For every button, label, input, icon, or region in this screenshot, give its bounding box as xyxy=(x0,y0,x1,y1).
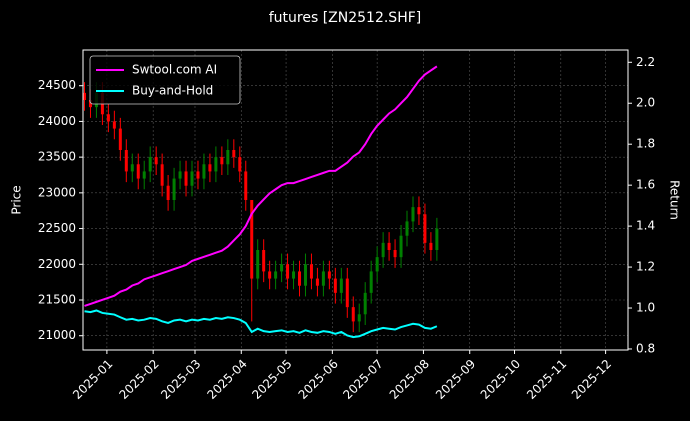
y-tick-label: 22500 xyxy=(38,221,76,235)
y-tick-label: 21000 xyxy=(38,328,76,342)
candle-body xyxy=(393,250,397,258)
y-tick-label: 21500 xyxy=(38,293,76,307)
candle-body xyxy=(429,242,433,250)
candle-body xyxy=(88,100,92,108)
candle-body xyxy=(226,150,230,165)
y2-tick-label: 1.8 xyxy=(636,137,655,151)
x-tick-label: 2025-12 xyxy=(569,357,614,402)
candle-body xyxy=(423,214,427,243)
y2-tick-label: 1.4 xyxy=(636,219,655,233)
x-tick-label: 2025-11 xyxy=(524,357,569,402)
x-tick-label: 2025-03 xyxy=(158,357,203,402)
y2-axis-label: Return xyxy=(668,180,682,220)
candle-body xyxy=(339,278,343,293)
candle-body xyxy=(232,150,236,158)
series-line xyxy=(84,65,438,307)
candle-body xyxy=(202,164,206,179)
candle-body xyxy=(250,200,254,279)
y-tick-label: 23000 xyxy=(38,185,76,199)
candle-body xyxy=(315,278,319,286)
candle-body xyxy=(381,242,385,258)
candle-body xyxy=(417,207,421,215)
legend-box xyxy=(89,55,241,105)
candle-body xyxy=(298,271,302,286)
x-tick-label: 2025-04 xyxy=(205,357,250,402)
candle-body xyxy=(411,207,415,222)
candle-body xyxy=(118,128,122,150)
x-tick-label: 2025-05 xyxy=(249,357,294,402)
candle-body xyxy=(112,121,116,129)
candle-body xyxy=(208,164,212,172)
candle-body xyxy=(196,171,200,179)
y2-tick-label: 2.2 xyxy=(636,55,655,69)
candle-body xyxy=(333,278,337,293)
candle-body xyxy=(309,264,313,279)
candle-body xyxy=(172,178,176,200)
candle-body xyxy=(369,271,373,293)
candle-body xyxy=(220,157,224,165)
legend-label: Buy-and-Hold xyxy=(132,84,213,98)
candle-body xyxy=(292,271,296,279)
x-tick-label: 2025-01 xyxy=(70,357,115,402)
candle-body xyxy=(387,242,391,250)
plot-frame xyxy=(82,49,629,351)
y2-tick-label: 2.0 xyxy=(636,96,655,110)
x-tick-label: 2025-06 xyxy=(296,357,341,402)
candle-body xyxy=(399,235,403,258)
candle-body xyxy=(130,164,134,172)
candle-body xyxy=(142,171,146,179)
x-tick-label: 2025-08 xyxy=(387,357,432,402)
candle-body xyxy=(154,157,158,165)
candle-body xyxy=(178,171,182,179)
candle-body xyxy=(405,221,409,236)
y-tick-label: 24000 xyxy=(38,114,76,128)
candle-body xyxy=(268,271,272,279)
candle-body xyxy=(321,271,325,286)
candle-body xyxy=(363,292,367,315)
candle-body xyxy=(345,278,349,308)
y2-tick-label: 1.0 xyxy=(636,301,655,315)
y2-tick-label: 1.2 xyxy=(636,260,655,274)
candle-body xyxy=(124,150,128,172)
x-tick-label: 2025-07 xyxy=(340,357,385,402)
y2-tick-label: 0.8 xyxy=(636,341,655,355)
x-tick-label: 2025-02 xyxy=(116,357,161,402)
candle-body xyxy=(160,164,164,186)
series-line xyxy=(84,309,438,339)
candle-body xyxy=(190,171,194,186)
candle-body xyxy=(82,92,86,100)
y-tick-label: 24500 xyxy=(38,78,76,92)
legend-label: Swtool.com AI xyxy=(132,63,217,77)
candle-body xyxy=(274,271,278,279)
candle-body xyxy=(435,228,439,250)
candle-body xyxy=(136,164,140,179)
candle-body xyxy=(238,157,242,172)
candle-body xyxy=(166,185,170,200)
candle-body xyxy=(244,171,248,200)
candle-body xyxy=(148,157,152,172)
candle-body xyxy=(262,250,266,272)
candle-body xyxy=(106,114,110,122)
y-tick-label: 22000 xyxy=(38,257,76,271)
y-axis-label: Price xyxy=(10,185,24,214)
candle-body xyxy=(256,250,260,279)
candle-body xyxy=(303,264,307,286)
y2-tick-label: 1.6 xyxy=(636,178,655,192)
x-tick-label: 2025-09 xyxy=(433,357,478,402)
candle-body xyxy=(327,271,331,279)
chart-title: futures [ZN2512.SHF] xyxy=(269,10,422,26)
y-tick-label: 23500 xyxy=(38,150,76,164)
candle-body xyxy=(375,257,379,272)
candle-body xyxy=(357,314,361,322)
candle-body xyxy=(214,157,218,172)
candle-body xyxy=(351,307,355,322)
candle-body xyxy=(184,171,188,186)
candle-body xyxy=(280,264,284,272)
candle-body xyxy=(286,264,290,279)
x-tick-label: 2025-10 xyxy=(478,357,523,402)
